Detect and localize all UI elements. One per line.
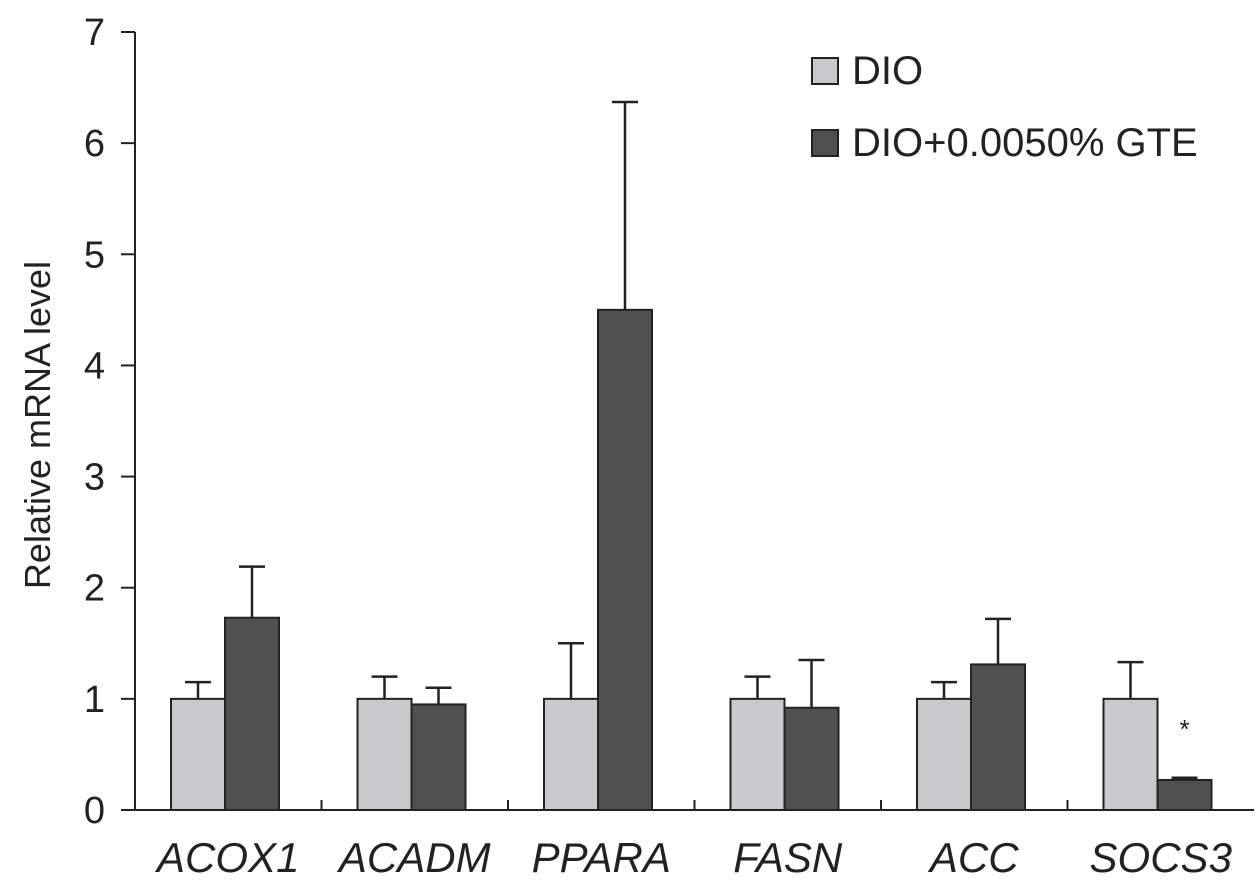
x-category-label: ACOX1 bbox=[154, 834, 299, 881]
y-tick-label: 6 bbox=[84, 123, 105, 165]
bar-dio bbox=[170, 697, 226, 811]
y-tick-label: 1 bbox=[84, 679, 105, 721]
bar-dio-gte bbox=[970, 663, 1026, 811]
legend: DIO DIO+0.0050% GTE bbox=[811, 49, 1198, 165]
error-bars bbox=[185, 100, 1198, 780]
x-category-label: ACADM bbox=[336, 834, 491, 881]
x-axis: ACOX1 ACADM PPARA FASN ACC SOCS3 bbox=[135, 800, 1254, 881]
legend-label: DIO+0.0050% GTE bbox=[852, 121, 1198, 165]
bar-dio-gte bbox=[410, 703, 467, 812]
legend-swatch bbox=[811, 57, 839, 85]
x-category-label: ACC bbox=[927, 834, 1019, 881]
y-tick-label: 7 bbox=[84, 12, 105, 54]
legend-swatch bbox=[811, 129, 839, 157]
bar-dio-gte bbox=[783, 706, 840, 812]
bar-dio bbox=[356, 697, 413, 811]
y-tick-label: 5 bbox=[84, 234, 105, 276]
bar-dio-gte bbox=[1156, 778, 1213, 812]
y-tick-label: 3 bbox=[84, 457, 105, 499]
annotations: * bbox=[1179, 714, 1189, 744]
y-tick-label: 2 bbox=[84, 568, 105, 610]
bar-dio bbox=[1102, 697, 1159, 811]
bar-dio bbox=[729, 697, 786, 811]
y-axis: 0 1 2 3 4 5 6 7 bbox=[84, 12, 136, 832]
x-category-label: PPARA bbox=[532, 834, 671, 881]
legend-label: DIO bbox=[852, 49, 923, 93]
bar-dio-gte bbox=[597, 308, 653, 811]
y-tick-label: 0 bbox=[84, 790, 105, 832]
bar-dio bbox=[916, 697, 972, 811]
y-axis-title: Relative mRNA level bbox=[17, 261, 58, 589]
bars bbox=[170, 308, 1213, 812]
bar-dio bbox=[543, 697, 599, 811]
significance-marker: * bbox=[1179, 714, 1189, 744]
x-category-label: FASN bbox=[733, 834, 843, 881]
bar-dio-gte bbox=[224, 616, 280, 811]
y-tick-label: 4 bbox=[84, 345, 105, 387]
x-category-label: SOCS3 bbox=[1090, 834, 1232, 881]
